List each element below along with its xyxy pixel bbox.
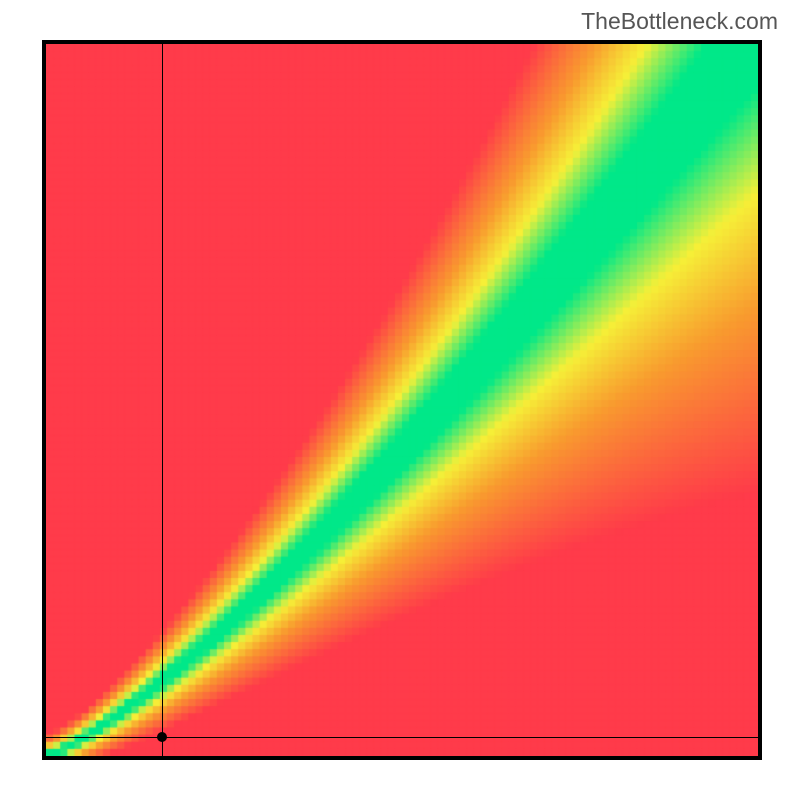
heatmap-plot: [42, 40, 762, 760]
crosshair-marker: [157, 732, 167, 742]
heatmap-canvas: [46, 44, 758, 756]
crosshair-horizontal: [46, 737, 758, 738]
watermark-text: TheBottleneck.com: [581, 8, 778, 35]
crosshair-vertical: [162, 44, 163, 756]
